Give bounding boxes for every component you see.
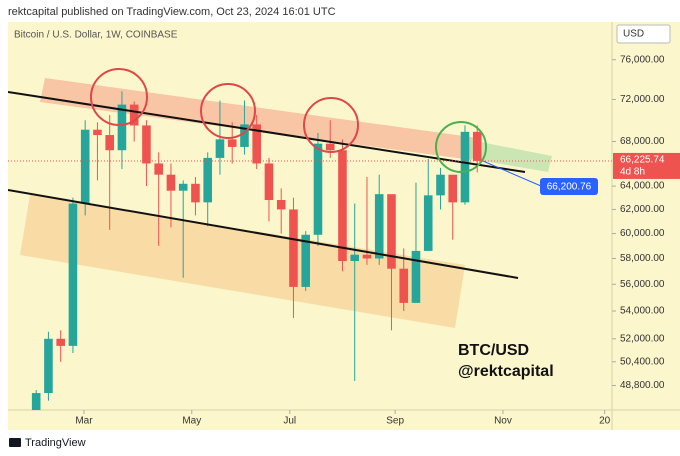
candle-body (350, 254, 360, 262)
x-tick-label: 20 (599, 416, 611, 427)
candle-body (338, 150, 347, 262)
y-tick-label: 72,000.00 (620, 94, 665, 105)
candle-body (436, 174, 445, 196)
callout-label: 66,200.76 (547, 182, 592, 193)
y-tick-label: 68,000.00 (620, 136, 665, 147)
candle-body (460, 131, 470, 203)
candle-body (68, 203, 78, 346)
candle-body (154, 163, 163, 175)
candle-body (301, 234, 310, 287)
resistance-band (40, 78, 478, 160)
y-tick-label: 64,000.00 (620, 181, 665, 192)
y-tick-label: 58,000.00 (620, 253, 665, 264)
x-tick-label: Nov (494, 416, 512, 427)
currency-box (616, 24, 671, 44)
highlight-circle (200, 83, 256, 139)
candle-body (448, 174, 458, 203)
overlays (8, 68, 542, 279)
last-price-box (613, 152, 680, 179)
candle-body (44, 338, 53, 394)
candle-body (313, 143, 323, 235)
candle-body (252, 124, 261, 164)
countdown: 4d 8h (620, 167, 645, 178)
highlight-circle (90, 68, 148, 126)
brand: TradingView (9, 437, 86, 449)
currency: USD (623, 29, 644, 40)
candle-body (240, 124, 249, 147)
y-tick-label: 56,000.00 (620, 279, 665, 290)
brand-name: TradingView (25, 437, 86, 449)
header: rektcapital published on TradingView.com… (8, 6, 336, 18)
brand-logo (9, 438, 21, 447)
candle-body (80, 129, 90, 204)
candle-body (203, 157, 212, 203)
candle-body (215, 139, 225, 158)
y-tick-label: 62,000.00 (620, 204, 665, 215)
y-tick-label: 60,000.00 (620, 228, 665, 239)
y-tick-label: 52,000.00 (620, 333, 665, 344)
x-tick-label: Mar (75, 416, 93, 427)
drawings (20, 78, 552, 328)
candle-body (191, 183, 200, 203)
callout-line (482, 160, 542, 187)
candle-body (142, 125, 151, 164)
candles (31, 91, 482, 410)
callout-box (540, 178, 598, 195)
support-band (20, 195, 465, 328)
chart-title: Bitcoin / U.S. Dollar, 1W, COINBASE (14, 30, 178, 41)
watermark: BTC/USD (458, 342, 529, 359)
candle-body (362, 254, 372, 259)
lower-trendline (8, 189, 519, 279)
candle-body (178, 183, 188, 191)
candle-body (93, 129, 102, 136)
candle-body (411, 250, 421, 303)
candle-body (31, 393, 41, 410)
x-tick-label: May (182, 416, 201, 427)
highlight-circle (303, 97, 359, 153)
candle-body (264, 163, 274, 201)
highlight-circle (435, 121, 487, 173)
candle-body (423, 195, 433, 251)
x-tick-label: Jul (283, 416, 296, 427)
breakout-zone (466, 140, 552, 172)
candle-body (399, 268, 409, 303)
candle-body (56, 338, 65, 346)
y-tick-label: 50,400.00 (620, 356, 665, 367)
y-tick-label: 76,000.00 (620, 54, 665, 65)
candle-body (325, 143, 335, 151)
candle-body (166, 174, 176, 191)
x-tick-label: Sep (386, 416, 404, 427)
candle-body (129, 104, 139, 126)
candle-body (472, 131, 482, 161)
candle-body (276, 200, 286, 210)
candle-body (387, 194, 396, 269)
candle-body (374, 194, 384, 259)
y-tick-label: 48,800.00 (620, 380, 665, 391)
candle-body (227, 139, 237, 147)
candle-body (105, 135, 114, 151)
candle-body (289, 209, 298, 287)
candle-body (117, 104, 127, 151)
watermark: @rektcapital (458, 363, 554, 380)
last-price-label: 66,225.74 (620, 155, 665, 166)
y-tick-label: 54,000.00 (620, 306, 665, 317)
